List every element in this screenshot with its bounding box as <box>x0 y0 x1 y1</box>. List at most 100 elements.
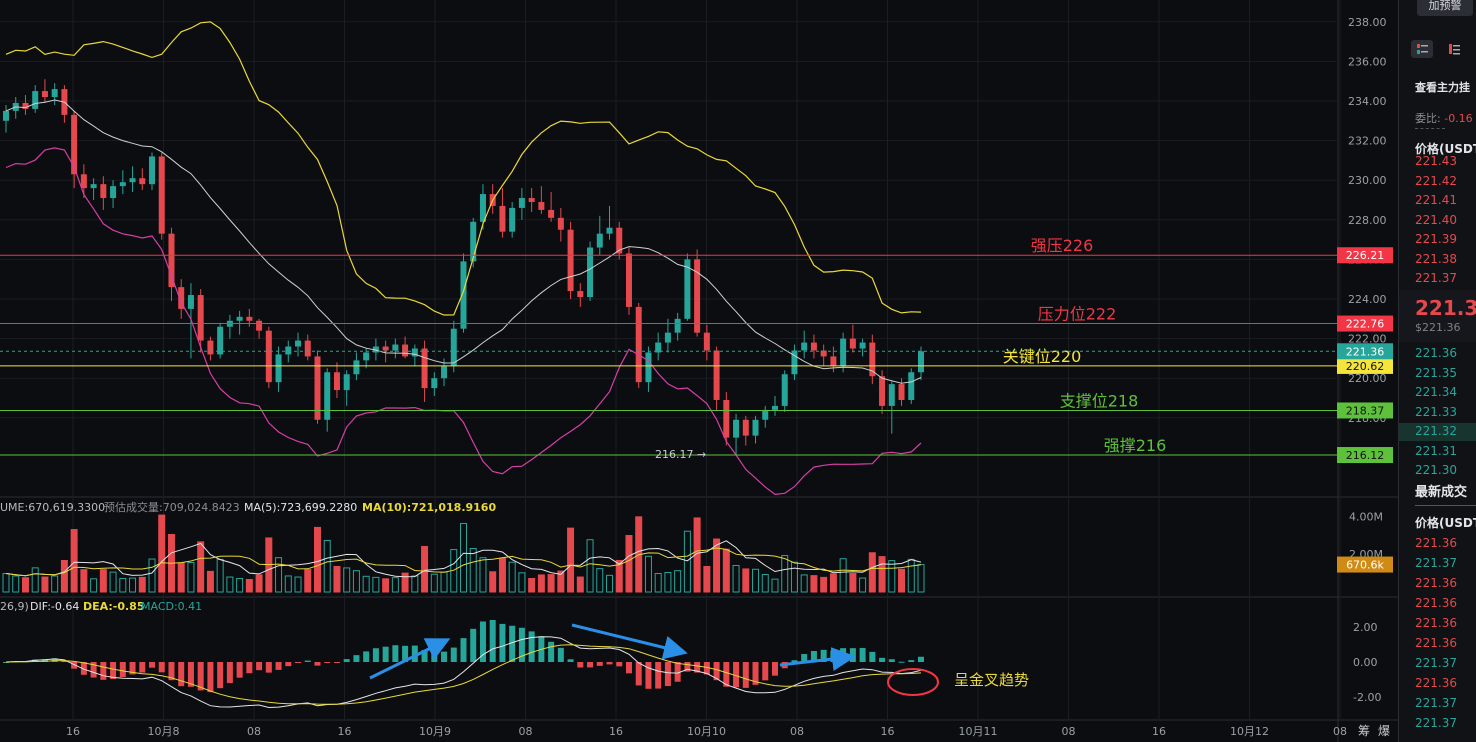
volume-bar <box>683 530 691 593</box>
candle-body <box>236 316 243 321</box>
level-label: 关键位220 <box>1003 347 1082 366</box>
macd-histogram-bar <box>119 662 126 678</box>
macd-histogram-bar <box>548 641 555 662</box>
macd-histogram-bar <box>674 662 681 682</box>
macd-histogram-bar <box>304 660 311 662</box>
volume-bar <box>703 565 711 593</box>
candle-body <box>479 194 486 222</box>
candle-body <box>567 229 574 292</box>
volume-ma5: MA(5):723,699.2280 <box>244 501 357 514</box>
bid-row[interactable]: 221.30 <box>1415 463 1457 477</box>
candle-body <box>450 328 457 367</box>
volume-bar <box>917 564 925 593</box>
macd-histogram-bar <box>51 658 58 662</box>
bid-row[interactable]: 221.33 <box>1415 404 1457 419</box>
candle-body <box>791 350 798 375</box>
volume-forecast: 预估成交量:709,024.8423 <box>104 500 240 514</box>
macd-histogram-bar <box>139 662 146 673</box>
ask-row[interactable]: 221.40 <box>1415 212 1457 227</box>
level-axis-badge <box>1337 315 1393 332</box>
orderbook-both-icon[interactable] <box>1411 40 1433 58</box>
macd-histogram-bar <box>256 662 263 671</box>
macd-histogram-bar <box>791 660 798 662</box>
trade-row[interactable]: 221.36 <box>1415 536 1457 550</box>
trade-row[interactable]: 221.36 <box>1415 616 1457 630</box>
macd-histogram-bar <box>314 662 321 666</box>
last-price-panel <box>1399 290 1476 342</box>
volume-bar <box>206 570 214 593</box>
volume-bar <box>460 523 467 593</box>
candle-body <box>703 332 710 351</box>
volume-bar <box>771 578 779 593</box>
orderbook-title[interactable]: 查看主力挂 <box>1415 81 1470 94</box>
ratio-value: -0.16 <box>1444 112 1473 125</box>
trade-row[interactable]: 221.36 <box>1415 676 1457 690</box>
candle-body <box>441 366 448 379</box>
bid-row[interactable]: 221.34 <box>1415 385 1457 399</box>
trade-row[interactable]: 221.37 <box>1415 716 1457 730</box>
candle-body <box>470 221 477 262</box>
volume-bar <box>674 570 682 593</box>
trades-title[interactable]: 最新成交 <box>1415 485 1468 500</box>
volume-bar <box>41 576 49 593</box>
macd-histogram-bar <box>372 648 379 662</box>
golden-cross-label: 呈金叉趋势 <box>954 671 1029 689</box>
macd-histogram-bar <box>324 662 331 663</box>
macd-histogram-bar <box>295 662 302 663</box>
macd-histogram-bar <box>382 646 389 662</box>
chart-background <box>0 0 1398 742</box>
ask-row[interactable]: 221.38 <box>1415 251 1457 266</box>
bid-row[interactable]: 221.32 <box>1415 424 1457 438</box>
candle-body <box>830 356 837 367</box>
candle-body <box>90 184 97 189</box>
add-alert-button[interactable]: 加预警 <box>1417 0 1473 16</box>
volume-bar <box>498 557 506 593</box>
candle-body <box>733 419 740 438</box>
bid-highlight <box>1399 423 1476 441</box>
bid-row[interactable]: 221.35 <box>1415 365 1457 380</box>
volume-bar <box>479 557 487 593</box>
ask-row[interactable]: 221.43 <box>1415 154 1457 168</box>
volume-bar <box>313 526 321 593</box>
candle-body <box>742 419 749 436</box>
ask-row[interactable]: 221.37 <box>1415 271 1457 285</box>
volume-bar <box>352 570 360 593</box>
bid-row[interactable]: 221.31 <box>1415 443 1457 458</box>
macd-histogram-bar <box>285 662 292 667</box>
candle-body <box>207 340 214 355</box>
macd-histogram-bar <box>645 662 652 689</box>
price-tick-label: 222.00 <box>1348 333 1387 346</box>
ask-row[interactable]: 221.39 <box>1415 232 1457 246</box>
candle-body <box>187 295 194 309</box>
volume-bar <box>148 558 156 593</box>
last-price: 221.36 <box>1415 296 1476 320</box>
candle-body <box>304 340 311 357</box>
trade-row[interactable]: 221.37 <box>1415 696 1457 710</box>
candle-body <box>110 186 117 199</box>
candle-body <box>32 91 39 109</box>
candle-body <box>71 114 78 175</box>
macd-value-label: MACD:0.41 <box>141 600 202 613</box>
price-chart[interactable]: 238.00 236.00 234.00 232.00 230.00 228.00 226.… <box>0 0 1398 742</box>
volume-bar <box>138 576 146 593</box>
trade-row[interactable]: 221.36 <box>1415 596 1457 610</box>
orderbook-sell-icon[interactable] <box>1443 40 1465 58</box>
candle-body <box>217 326 224 355</box>
macd-histogram-bar <box>470 628 477 662</box>
price-tick-label: 234.00 <box>1348 95 1387 108</box>
trade-row[interactable]: 221.36 <box>1415 636 1457 650</box>
trade-row[interactable]: 221.37 <box>1415 656 1457 670</box>
macd-dea-label: DEA:-0.85 <box>83 600 144 613</box>
trade-row[interactable]: 221.36 <box>1415 576 1457 590</box>
ask-row[interactable]: 221.41 <box>1415 193 1457 207</box>
candle-body <box>100 184 107 199</box>
bid-row[interactable]: 221.36 <box>1415 346 1457 360</box>
candle-body <box>557 217 564 230</box>
volume-bar <box>518 572 526 593</box>
volume-header: UME:670,619.3300 <box>0 501 105 514</box>
trade-row[interactable]: 221.37 <box>1415 556 1457 570</box>
ask-row[interactable]: 221.42 <box>1415 173 1457 188</box>
volume-bar <box>576 576 584 593</box>
candle-body <box>684 259 691 319</box>
candle-body <box>606 227 613 234</box>
